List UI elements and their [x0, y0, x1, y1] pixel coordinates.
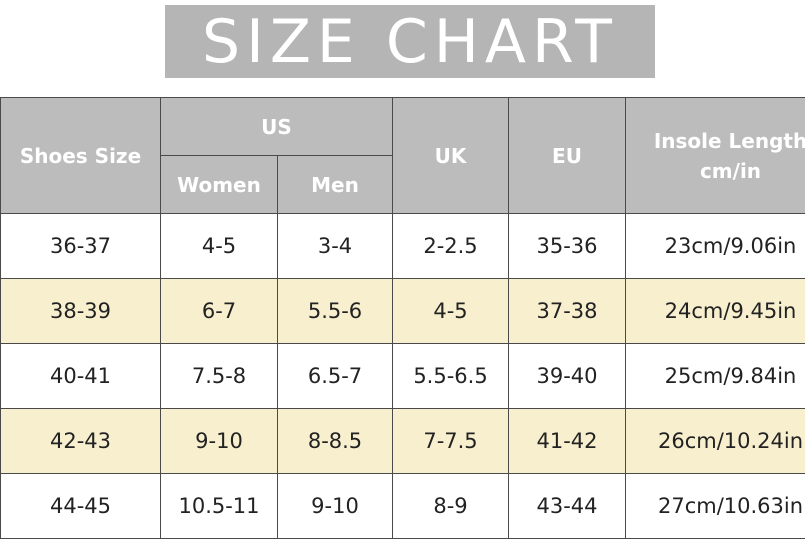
table-cell: 7-7.5: [392, 408, 509, 474]
table-cell: 10.5-11: [160, 473, 278, 539]
table-cell: 5.5-6.5: [392, 343, 509, 409]
table-cell: 25cm/9.84in: [625, 343, 805, 409]
table-cell: 4-5: [392, 278, 509, 344]
table-cell: 36-37: [0, 213, 161, 279]
table-cell: 42-43: [0, 408, 161, 474]
table-cell: 8-9: [392, 473, 509, 539]
table-cell: 35-36: [508, 213, 626, 279]
table-cell: 40-41: [0, 343, 161, 409]
table-cell: 41-42: [508, 408, 626, 474]
table-cell: 43-44: [508, 473, 626, 539]
header-cell: Men: [277, 155, 393, 214]
table-cell: 8-8.5: [277, 408, 393, 474]
table-cell: 39-40: [508, 343, 626, 409]
table-cell: 7.5-8: [160, 343, 278, 409]
header-cell: Shoes Size: [0, 97, 161, 214]
table-cell: 5.5-6: [277, 278, 393, 344]
page: {"title": "SIZE CHART", "table": { "head…: [0, 5, 805, 539]
header-cell: Insole Length cm/in: [625, 97, 805, 214]
header-cell: EU: [508, 97, 626, 214]
table-cell: 23cm/9.06in: [625, 213, 805, 279]
header-cell: US: [160, 97, 393, 156]
table-cell: 44-45: [0, 473, 161, 539]
table-cell: 3-4: [277, 213, 393, 279]
header-cell: Women: [160, 155, 278, 214]
table-cell: 37-38: [508, 278, 626, 344]
table-cell: 4-5: [160, 213, 278, 279]
table-cell: 27cm/10.63in: [625, 473, 805, 539]
table-cell: 9-10: [160, 408, 278, 474]
table-cell: 9-10: [277, 473, 393, 539]
table-cell: 24cm/9.45in: [625, 278, 805, 344]
table-cell: 6-7: [160, 278, 278, 344]
header-cell: UK: [392, 97, 509, 214]
chart-title: SIZE CHART: [165, 5, 655, 78]
table-cell: 26cm/10.24in: [625, 408, 805, 474]
table-cell: 6.5-7: [277, 343, 393, 409]
table-cell: 2-2.5: [392, 213, 509, 279]
table-cell: 38-39: [0, 278, 161, 344]
